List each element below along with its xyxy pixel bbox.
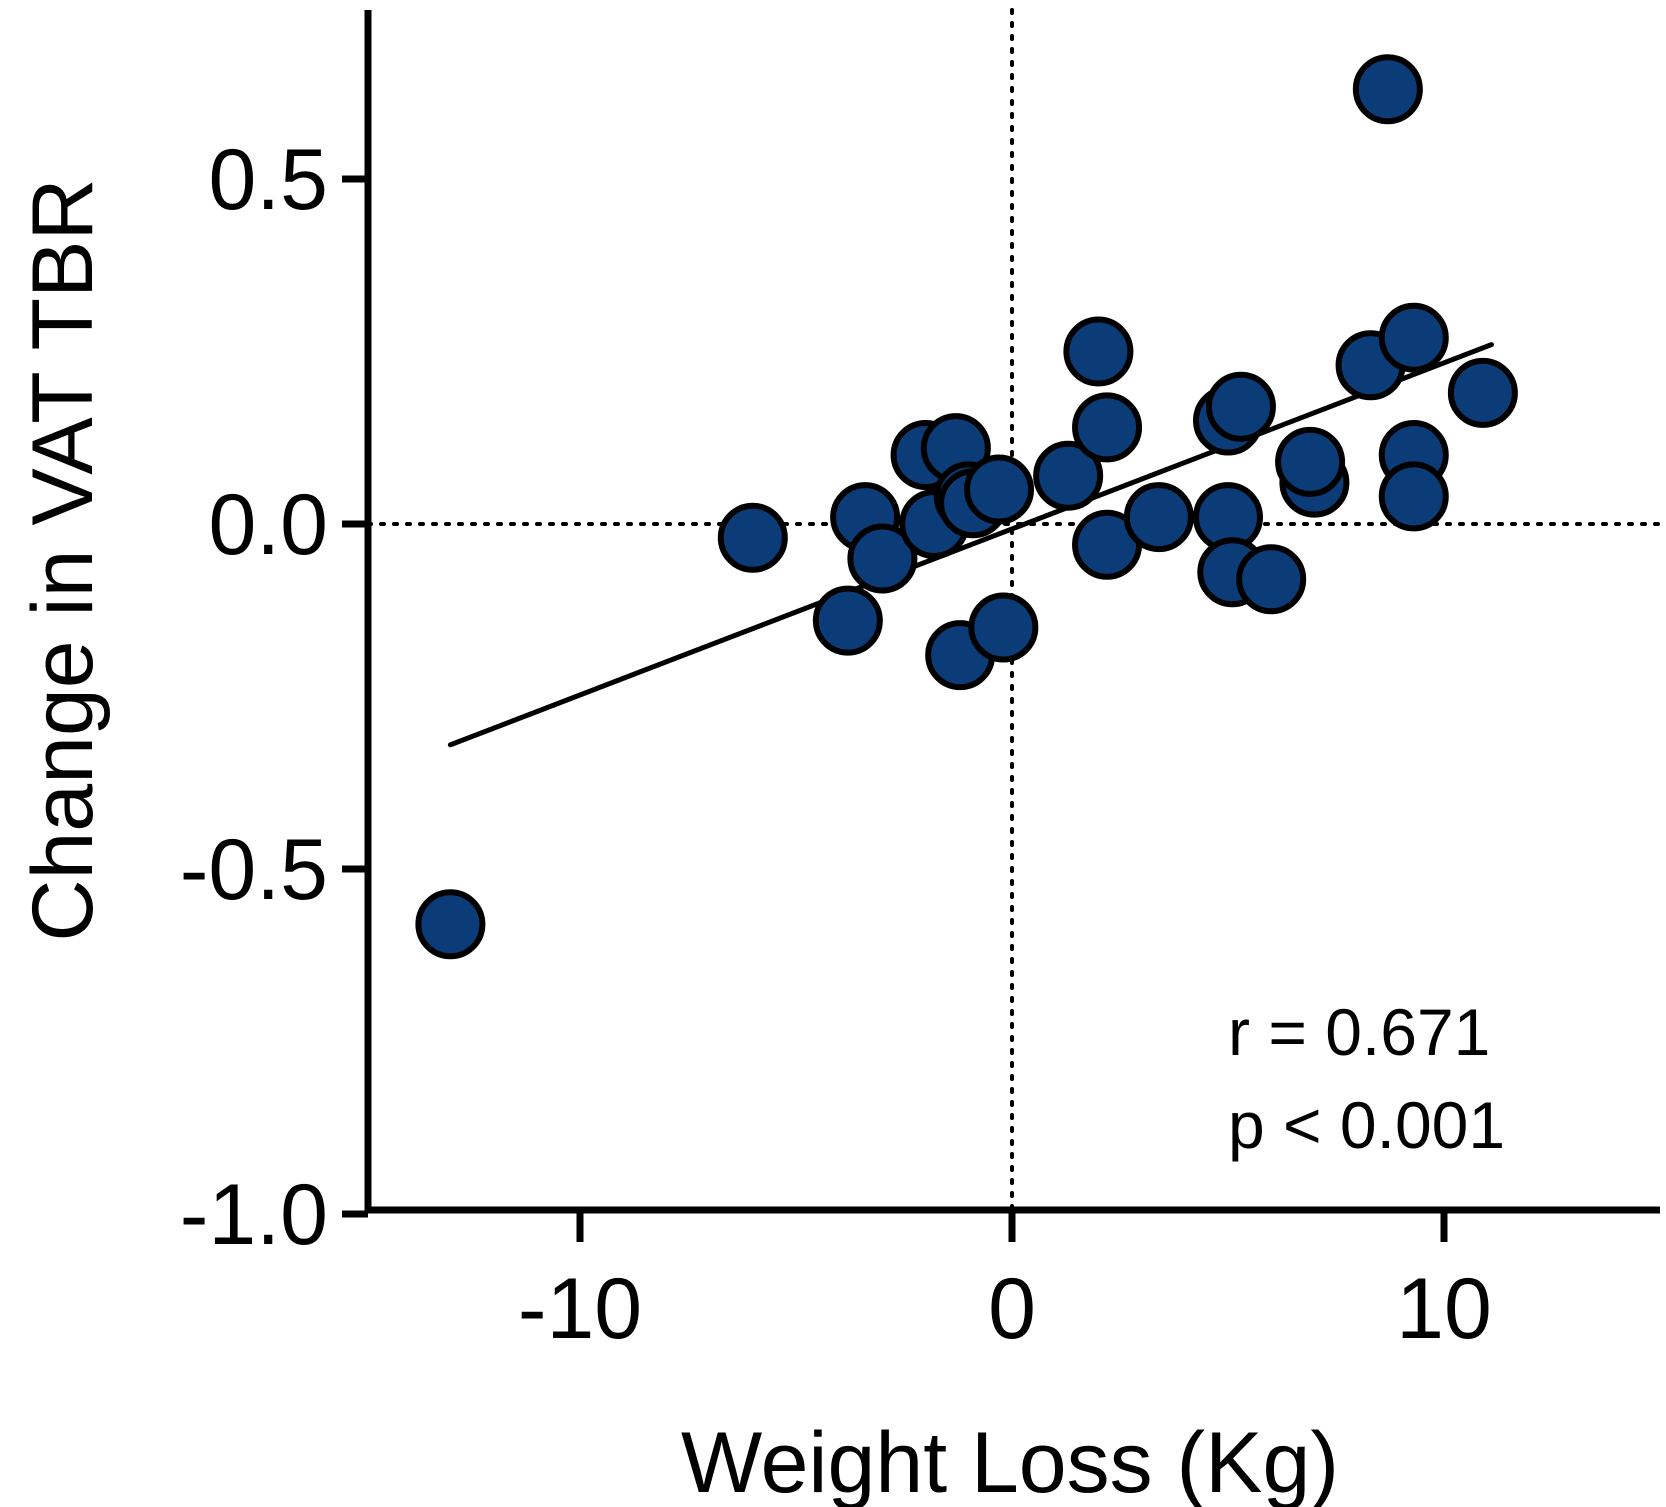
data-point xyxy=(1072,392,1143,463)
x-axis-title: Weight Loss (Kg) xyxy=(681,1415,1339,1507)
x-tick-label: 0 xyxy=(988,1261,1036,1357)
y-tick-label: 0.5 xyxy=(208,132,328,228)
data-point xyxy=(1378,461,1449,532)
data-point xyxy=(717,502,788,573)
data-point xyxy=(415,889,486,960)
data-point xyxy=(847,523,918,594)
correlation-annotation: r = 0.671 xyxy=(1228,995,1490,1069)
ticks: -1.0 -0.5 0.0 0.5 -10 0 10 xyxy=(180,132,1492,1357)
y-tick-label: -0.5 xyxy=(180,822,328,918)
data-point xyxy=(1352,54,1423,125)
data-point xyxy=(1205,371,1276,442)
data-point xyxy=(968,592,1039,663)
x-tick-label: -10 xyxy=(518,1261,642,1357)
data-point xyxy=(1275,426,1346,497)
p-value-annotation: p < 0.001 xyxy=(1228,1088,1505,1162)
x-tick-label: 10 xyxy=(1396,1261,1492,1357)
y-tick-label: 0.0 xyxy=(208,477,328,573)
data-point xyxy=(1123,482,1194,553)
data-point xyxy=(1063,316,1134,387)
data-point xyxy=(1033,440,1104,511)
data-point xyxy=(812,585,883,656)
data-point xyxy=(1236,544,1307,615)
data-point xyxy=(1378,302,1449,373)
y-axis-title: Change in VAT TBR xyxy=(15,178,111,941)
data-points xyxy=(415,54,1518,960)
regression-line-group xyxy=(447,342,1495,748)
data-point xyxy=(1447,357,1518,428)
regression-line xyxy=(447,342,1495,748)
data-point xyxy=(964,454,1035,525)
y-tick-label: -1.0 xyxy=(180,1167,328,1263)
